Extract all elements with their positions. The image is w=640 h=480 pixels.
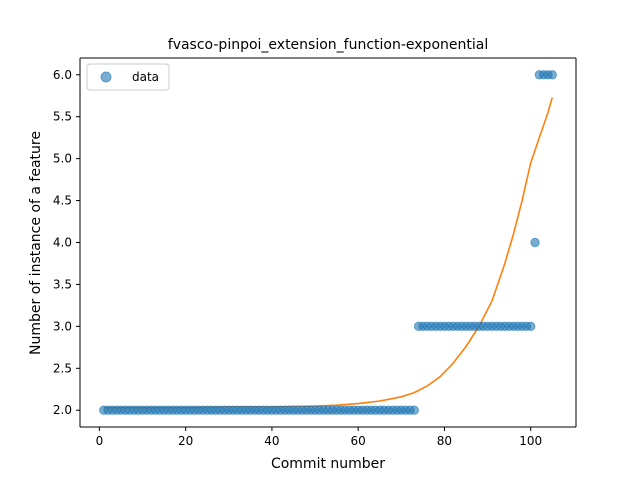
data-points-layer	[99, 70, 557, 415]
plot-area	[80, 58, 576, 427]
y-axis-ticks: 2.0 2.5 3.0 3.5 4.0 4.5 5.0 5.5 6.0	[53, 68, 80, 417]
y-tick-label: 5.5	[53, 110, 72, 124]
plot-background	[80, 58, 576, 427]
y-tick-label: 6.0	[53, 68, 72, 82]
y-tick-label: 3.5	[53, 277, 72, 291]
y-tick-label: 3.0	[53, 319, 72, 333]
legend-box	[86, 63, 170, 91]
x-axis-ticks: 0 20 40 60 80 100	[96, 427, 542, 448]
legend-marker-data	[100, 71, 112, 83]
y-tick-label: 4.0	[53, 236, 72, 250]
data-point	[526, 321, 536, 332]
chart-title: fvasco-pinpoi_extension_function-exponen…	[168, 37, 488, 53]
x-tick-label: 60	[351, 434, 366, 448]
y-tick-label: 4.5	[53, 194, 72, 208]
y-tick-label: 2.0	[53, 403, 72, 417]
data-point	[530, 237, 540, 248]
data-point	[409, 405, 419, 415]
x-tick-label: 80	[437, 434, 452, 448]
y-axis-label: Number of instance of a feature	[28, 131, 44, 355]
x-tick-label: 20	[178, 434, 193, 448]
x-axis-label: Commit number	[271, 456, 385, 472]
x-tick-label: 0	[96, 434, 104, 448]
data-point	[547, 70, 557, 80]
legend-label-data: data	[132, 70, 159, 84]
x-tick-label: 40	[264, 434, 279, 448]
y-tick-label: 2.5	[53, 361, 72, 375]
x-tick-label: 100	[519, 434, 542, 448]
legend: data	[86, 63, 170, 91]
y-tick-label: 5.0	[53, 152, 72, 166]
